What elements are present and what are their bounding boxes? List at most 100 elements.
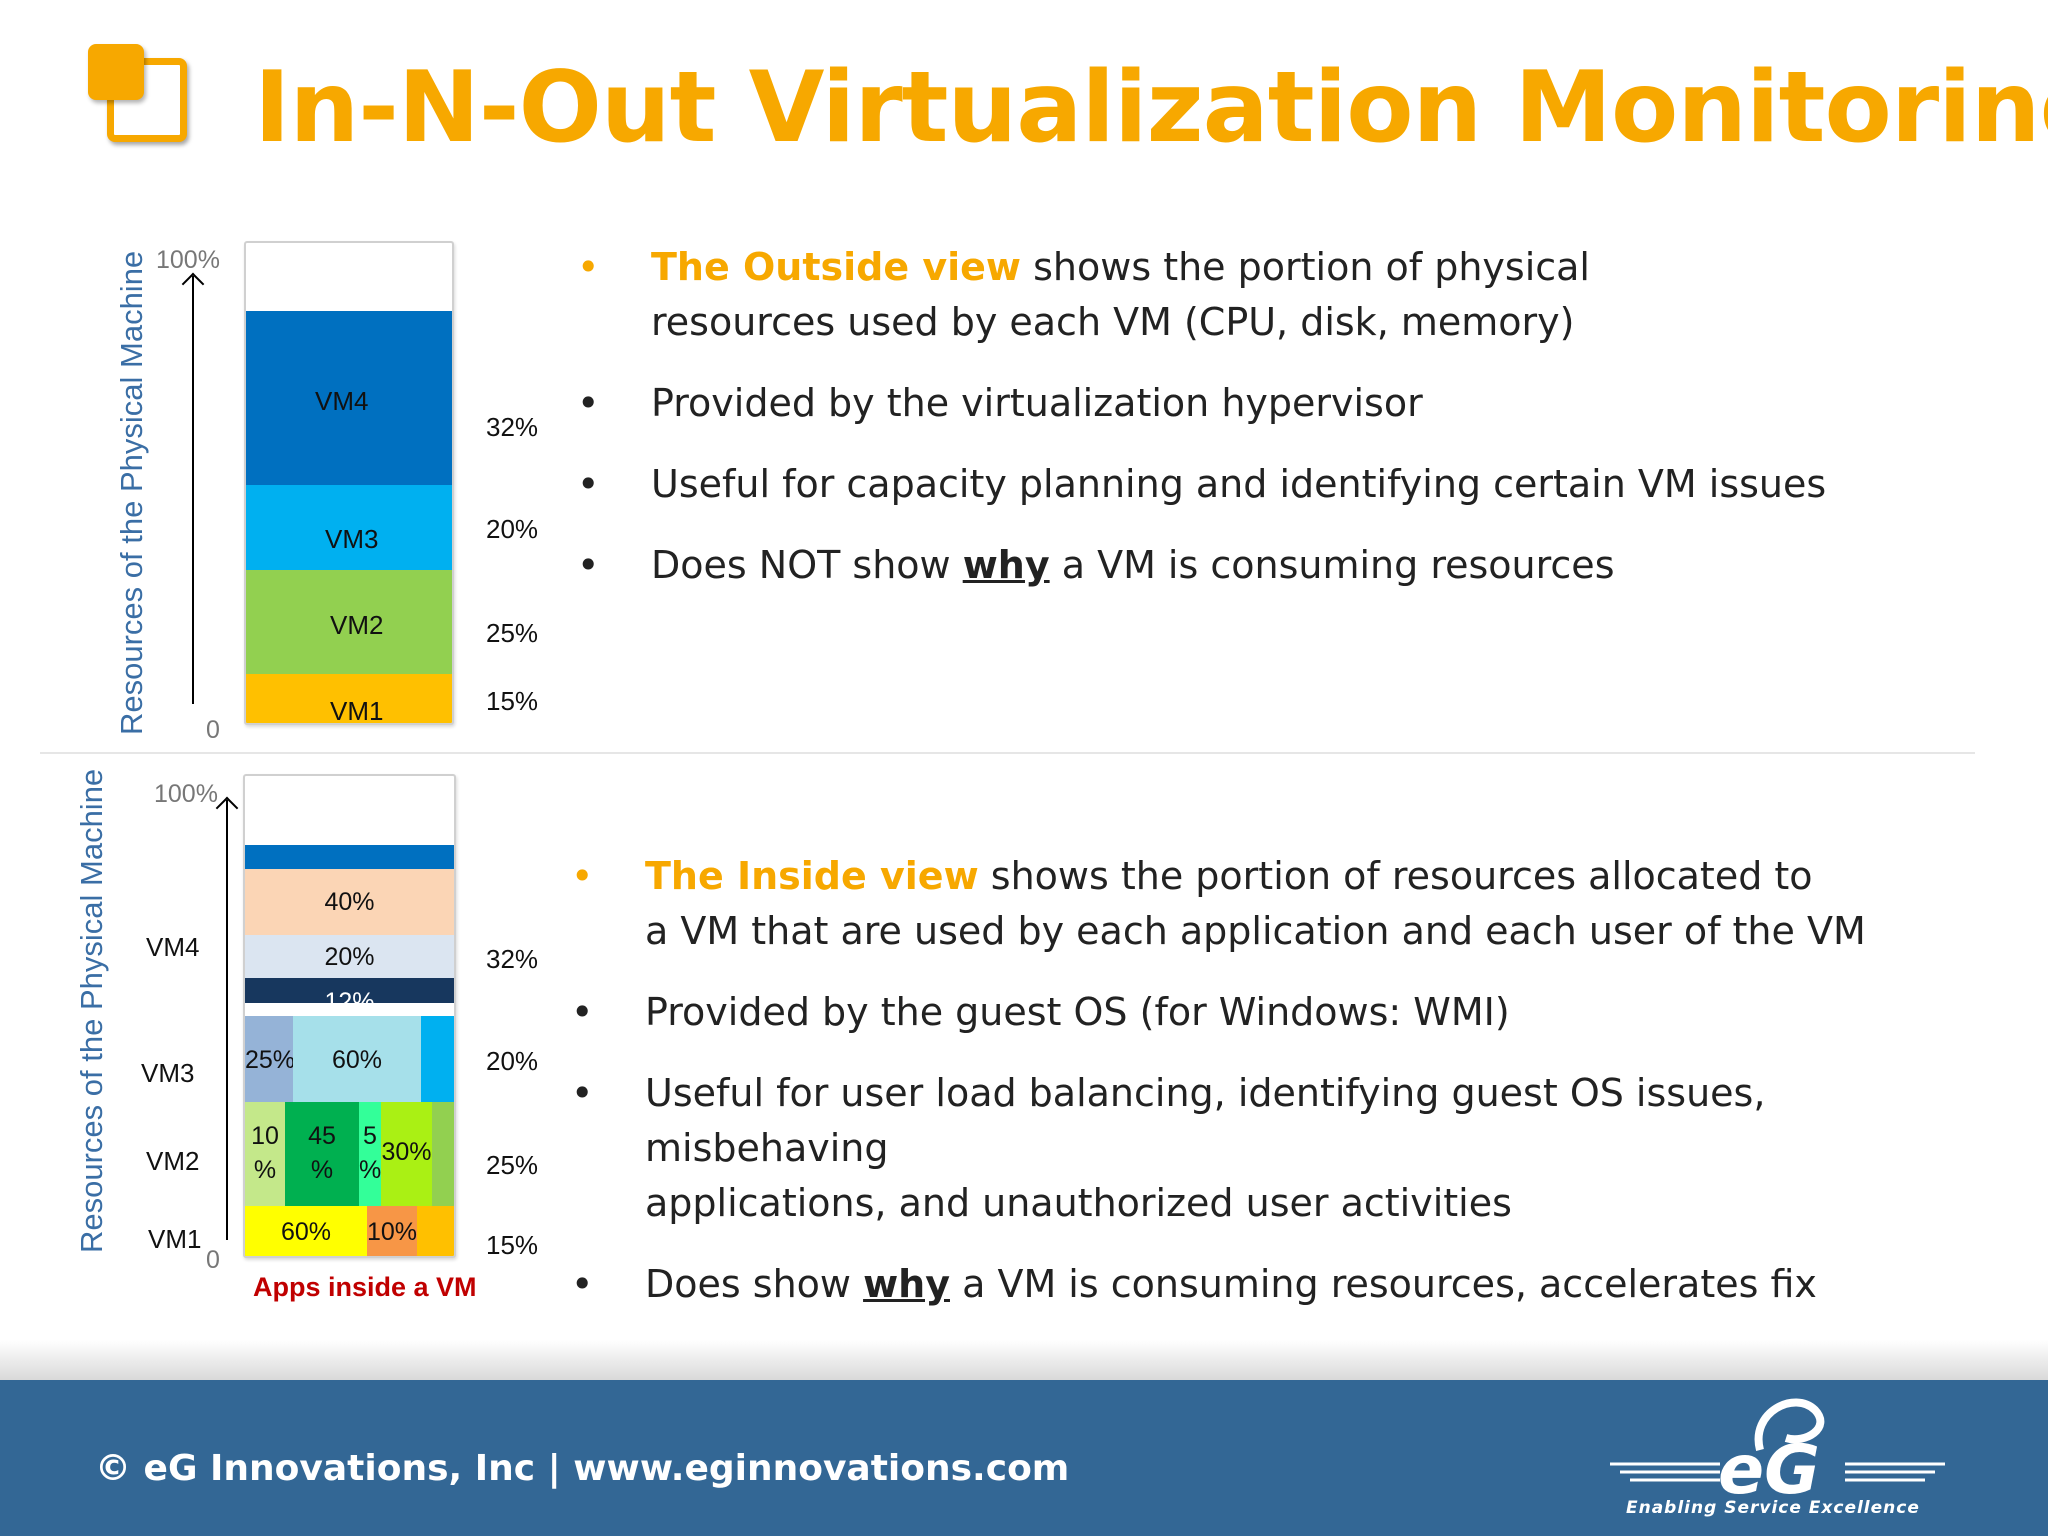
outside-bullet-1: • The Outside view shows the portion of … xyxy=(577,240,1951,350)
bullet-dot: • xyxy=(577,462,600,506)
bar-label-vm3: VM3 xyxy=(325,524,379,554)
outside-bullet-4-post: a VM is consuming resources xyxy=(1049,543,1615,587)
footer-shadow xyxy=(0,1340,2048,1380)
inside-chart-caption: Apps inside a VM xyxy=(253,1272,477,1302)
inside-pct-vm4: 32% xyxy=(486,944,539,974)
inside-bullet-1-line2: a VM that are used by each application a… xyxy=(645,909,1866,953)
vm2-app-cell xyxy=(285,1102,359,1206)
footer-copyright: © eG Innovations, Inc | www.eginnovation… xyxy=(95,1448,1070,1489)
bullet-dot: • xyxy=(577,543,600,587)
outside-bullet-3-text: Useful for capacity planning and identif… xyxy=(651,462,1827,506)
inside-bullet-2-text: Provided by the guest OS (for Windows: W… xyxy=(645,990,1510,1034)
inside-bullet-2: • Provided by the guest OS (for Windows:… xyxy=(571,985,2005,1040)
inside-bullet-4-emphasis: why xyxy=(863,1262,950,1306)
vm1-app-label: 60% xyxy=(280,1218,332,1246)
title-logo-square xyxy=(88,44,144,100)
vm2-app-label-top: 45 xyxy=(308,1122,336,1150)
inside-pct-vm3: 20% xyxy=(486,1046,539,1076)
outside-bullet-4-emphasis: why xyxy=(962,543,1050,587)
inside-vm-label-vm2: VM2 xyxy=(146,1146,200,1176)
inside-bullet-3-text: Useful for user load balancing, identify… xyxy=(645,1071,1766,1170)
bullet-dot: • xyxy=(571,990,594,1034)
vm4-app-segment xyxy=(245,935,454,978)
vm2-app-label-top: 10 xyxy=(251,1122,279,1150)
vm4-app-segment xyxy=(245,869,454,935)
vm3-app-label: 60% xyxy=(331,1046,383,1074)
inside-view-highlight: The Inside view xyxy=(645,854,979,898)
vm3-app-cell xyxy=(293,1016,421,1102)
bar-segment-vm2 xyxy=(246,570,452,674)
inside-top-tick: 100% xyxy=(154,780,218,808)
inside-bullet-1: • The Inside view shows the portion of r… xyxy=(571,849,2005,959)
bar-segment-vm4 xyxy=(246,311,452,485)
eg-logo-text: eG xyxy=(1718,1431,1820,1510)
outside-bullet-4-pre: Does NOT show xyxy=(651,543,963,587)
bar-label-vm4: VM4 xyxy=(315,386,369,416)
bullet-dot: • xyxy=(571,854,594,898)
inside-vm-label-vm1: VM1 xyxy=(148,1224,202,1254)
inside-view-bullets: • The Inside view shows the portion of r… xyxy=(571,849,2005,1312)
outside-top-tick: 100% xyxy=(156,246,220,274)
eg-logo-icon: eG xyxy=(1610,1398,1945,1510)
section-divider xyxy=(40,752,1975,754)
inside-bottom-tick: 0 xyxy=(206,1246,220,1274)
outside-view-highlight: The Outside view xyxy=(651,245,1022,289)
bullet-dot: • xyxy=(571,1262,594,1306)
vm3-app-label: 25% xyxy=(245,1046,296,1074)
page-title: In-N-Out Virtualization Monitoring xyxy=(254,51,2048,165)
inside-stacked-bar: 40% 20% 12% 25% 60% 10 % 45 % 5 % 30% 60… xyxy=(243,774,456,1258)
vm2-app-cell xyxy=(381,1102,432,1206)
outside-bullet-2: • Provided by the virtualization hypervi… xyxy=(577,376,1951,431)
outside-bullet-3: • Useful for capacity planning and ident… xyxy=(577,457,1951,512)
vm2-app-label-bottom: % xyxy=(310,1156,334,1184)
outside-bullet-1-line2: resources used by each VM (CPU, disk, me… xyxy=(651,300,1575,344)
vm1-app-label: 10% xyxy=(367,1218,418,1246)
inside-bullet-3: • Useful for user load balancing, identi… xyxy=(571,1066,2005,1231)
outside-bullet-1-text: shows the portion of physical xyxy=(1021,245,1590,289)
inside-pct-vm1: 15% xyxy=(486,1230,539,1260)
inside-axis-arrow xyxy=(215,796,239,820)
inside-vm-label-vm4: VM4 xyxy=(146,932,200,962)
eg-tagline: Enabling Service Excellence xyxy=(1626,1498,1920,1518)
inside-axis-line xyxy=(226,800,228,1240)
outside-bullet-4: • Does NOT show why a VM is consuming re… xyxy=(577,538,1951,593)
outside-bullet-2-text: Provided by the virtualization hyperviso… xyxy=(651,381,1423,425)
vm4-app-label: 12% xyxy=(324,988,375,1016)
bar-label-vm2: VM2 xyxy=(330,610,384,640)
inside-bullet-1-text: shows the portion of resources allocated… xyxy=(978,854,1813,898)
inside-bullet-4-pre: Does show xyxy=(645,1262,864,1306)
vm4-app-label: 40% xyxy=(324,888,375,916)
vm4-unallocated-segment xyxy=(245,845,454,869)
vm2-app-label-bottom: % xyxy=(359,1156,382,1184)
title-logo-outline xyxy=(107,58,187,142)
outside-pct-vm2: 25% xyxy=(486,618,539,648)
vm4-app-segment xyxy=(245,978,454,1003)
vm2-app-label-top: 5 xyxy=(363,1122,377,1150)
footer-bar xyxy=(0,1380,2048,1536)
bullet-dot: • xyxy=(571,1071,594,1115)
inside-y-axis-label: Resources of the Physical Machine xyxy=(74,768,109,1253)
bar-segment-vm3 xyxy=(246,485,452,570)
outside-y-axis-label: Resources of the Physical Machine xyxy=(114,250,149,735)
outside-bottom-tick: 0 xyxy=(206,716,220,744)
outside-axis-arrow xyxy=(181,272,205,296)
vm2-app-label: 30% xyxy=(381,1138,432,1166)
inside-bullet-4: • Does show why a VM is consuming resour… xyxy=(571,1257,2005,1312)
inside-pct-vm2: 25% xyxy=(486,1150,539,1180)
vm2-app-cell xyxy=(359,1102,381,1206)
vm3-app-cell xyxy=(245,1016,293,1102)
bar-label-vm1: VM1 xyxy=(330,696,384,725)
outside-view-bullets: • The Outside view shows the portion of … xyxy=(577,240,1951,593)
outside-pct-vm3: 20% xyxy=(486,514,539,544)
outside-axis-line xyxy=(192,276,194,704)
vm2-app-label-bottom: % xyxy=(253,1156,277,1184)
vm2-app-cell xyxy=(245,1102,285,1206)
inside-vm-label-vm3: VM3 xyxy=(141,1058,195,1088)
bullet-dot: • xyxy=(577,381,600,425)
outside-pct-vm1: 15% xyxy=(486,686,539,716)
vm4-app-label: 20% xyxy=(324,943,375,971)
vm1-app-cell xyxy=(367,1206,417,1256)
bullet-dot: • xyxy=(577,245,600,289)
outside-stacked-bar: VM4 VM3 VM2 VM1 xyxy=(244,241,454,725)
vm1-app-cell xyxy=(245,1206,367,1256)
